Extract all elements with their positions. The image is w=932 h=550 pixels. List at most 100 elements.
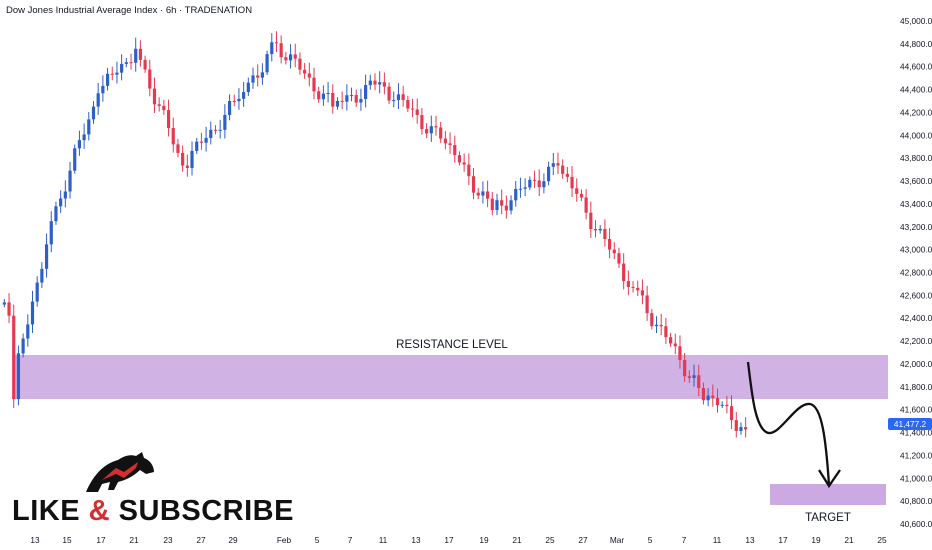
time-tick: 17 (778, 535, 788, 545)
time-axis[interactable]: 13 15 17 21 23 27 29 Feb 5 7 11 13 17 19 21 25 27 Mar 5 7 11… (30, 535, 887, 545)
time-tick: 7 (682, 535, 687, 545)
candle (63, 191, 67, 199)
time-tick: 17 (96, 535, 106, 545)
price-tick: 43,800.0 (900, 153, 932, 163)
resistance-zone (15, 355, 888, 399)
price-axis[interactable]: 45,000.0 44,800.0 44,600.0 44,400.0 44,200.0… (900, 16, 932, 529)
candle (312, 77, 316, 92)
last-price-badge: 41,477.2 (888, 418, 932, 430)
candle (523, 187, 527, 189)
candle (91, 106, 96, 120)
candle (636, 287, 640, 291)
candle (392, 100, 396, 102)
time-tick: 11 (713, 535, 722, 545)
price-tick: 42,600.0 (900, 290, 932, 300)
candle (744, 427, 748, 430)
candle (21, 338, 25, 354)
candle (195, 141, 199, 151)
candle (551, 163, 555, 167)
candle (199, 141, 203, 143)
candle (349, 95, 354, 97)
candle (509, 200, 513, 211)
candle (129, 62, 133, 64)
candle (547, 166, 551, 182)
candle (401, 94, 405, 101)
candle (246, 82, 250, 93)
candle (462, 162, 466, 165)
candle (420, 115, 424, 130)
bull-bear-icon (86, 452, 154, 492)
price-tick: 42,200.0 (900, 336, 932, 346)
time-tick: 17 (444, 535, 454, 545)
candle (260, 72, 264, 78)
target-label: TARGET (805, 512, 851, 524)
candle (77, 140, 82, 149)
candle (124, 62, 128, 64)
time-tick: 5 (315, 535, 320, 545)
candle (345, 95, 349, 102)
candle (54, 206, 58, 222)
target-zone (770, 484, 886, 505)
chart-title: Dow Jones Industrial Average Index · 6h … (6, 5, 253, 16)
candle (213, 129, 218, 131)
candle (256, 75, 260, 78)
candle (570, 176, 574, 189)
candle (687, 376, 691, 379)
candle (171, 128, 175, 145)
candle (110, 73, 114, 75)
time-tick: 13 (745, 535, 755, 545)
candle (138, 48, 143, 60)
time-tick: 29 (228, 535, 238, 545)
price-tick: 42,000.0 (900, 359, 932, 369)
candle (415, 109, 419, 116)
price-tick: 41,200.0 (900, 450, 932, 460)
candle (157, 104, 161, 106)
candle (30, 301, 35, 325)
candle (715, 397, 720, 406)
price-tick: 43,600.0 (900, 176, 932, 186)
candle (439, 127, 443, 139)
candle (575, 188, 579, 194)
price-tick: 41,000.0 (900, 473, 932, 483)
candle (626, 281, 630, 287)
candle (579, 193, 584, 198)
candle (481, 191, 485, 196)
like-text: LIKE (12, 495, 81, 527)
candle (335, 100, 340, 107)
candle (617, 253, 621, 264)
candle (720, 404, 724, 406)
candle (729, 406, 734, 421)
candle (692, 375, 696, 379)
candle (514, 188, 518, 201)
price-tick: 43,200.0 (900, 222, 932, 232)
candle (40, 268, 44, 283)
candle (162, 105, 166, 111)
candle (59, 198, 63, 207)
candle (537, 180, 541, 188)
candle (326, 93, 330, 95)
candle (453, 145, 457, 156)
candle (640, 290, 645, 296)
candle (603, 228, 607, 240)
candle (44, 244, 49, 269)
price-tick: 43,000.0 (900, 245, 932, 255)
candle (148, 69, 152, 89)
candle (265, 54, 269, 73)
price-tick: 41,600.0 (900, 405, 932, 415)
candle (204, 137, 208, 143)
candle (232, 100, 236, 102)
price-tick: 44,800.0 (900, 39, 932, 49)
time-tick: 5 (648, 535, 653, 545)
candle (7, 302, 11, 316)
time-tick: Mar (610, 535, 625, 545)
candle (476, 192, 480, 196)
candle (49, 221, 53, 245)
resistance-label: RESISTANCE LEVEL (396, 339, 508, 351)
price-tick: 45,000.0 (900, 16, 932, 26)
candle (654, 324, 659, 327)
candle (152, 88, 157, 105)
candle (556, 163, 560, 166)
time-tick: 21 (512, 535, 522, 545)
candle (359, 99, 363, 103)
